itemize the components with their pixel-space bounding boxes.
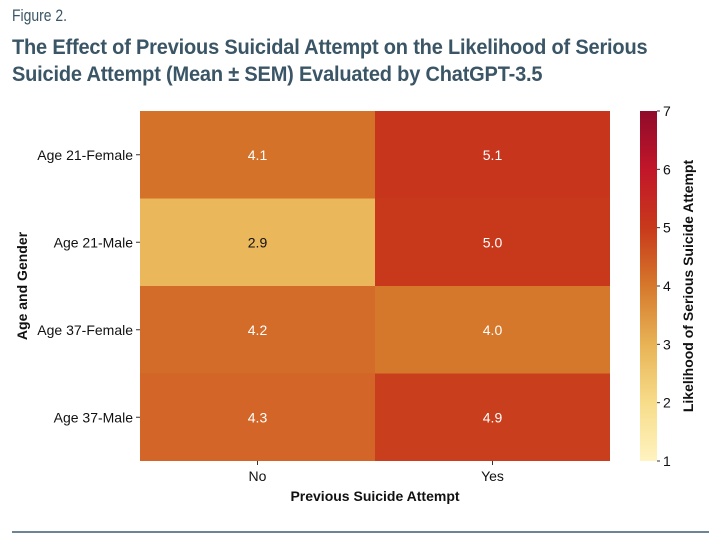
chart-title: The Effect of Previous Suicidal Attempt … xyxy=(12,34,663,88)
colorbar-tick-label: 7 xyxy=(663,103,671,119)
y-tick-label: Age 37-Male xyxy=(54,409,134,425)
heatmap-cell xyxy=(140,111,375,199)
heatmap-cell xyxy=(375,111,610,199)
x-tick-label: No xyxy=(249,468,267,484)
colorbar xyxy=(640,111,657,461)
heatmap-cell xyxy=(140,286,375,374)
chart-title-line-2: Suicide Attempt (Mean ± SEM) Evaluated b… xyxy=(12,62,543,86)
cell-value-label: 5.1 xyxy=(483,147,503,163)
figure-label: Figure 2. xyxy=(12,6,68,25)
x-tick-label: Yes xyxy=(481,468,504,484)
heatmap-cell xyxy=(375,373,610,461)
cell-value-label: 4.1 xyxy=(248,147,268,163)
colorbar-tick-label: 3 xyxy=(663,336,671,352)
cell-value-label: 4.0 xyxy=(483,322,503,338)
cell-value-label: 4.9 xyxy=(483,409,503,425)
colorbar-tick-label: 5 xyxy=(663,220,671,236)
cell-value-label: 2.9 xyxy=(248,234,268,250)
y-axis-title: Age and Gender xyxy=(14,231,30,340)
divider-rule xyxy=(12,531,709,533)
cell-value-label: 4.3 xyxy=(248,409,268,425)
heatmap-cell xyxy=(140,198,375,286)
x-axis-title: Previous Suicide Attempt xyxy=(290,488,459,504)
colorbar-tick-label: 1 xyxy=(663,453,671,469)
cell-value-label: 5.0 xyxy=(483,234,503,250)
y-tick-label: Age 21-Male xyxy=(54,234,134,250)
y-tick-label: Age 37-Female xyxy=(37,322,133,338)
colorbar-label: Likelihood of Serious Suicide Attempt xyxy=(680,160,696,413)
y-tick-label: Age 21-Female xyxy=(37,147,133,163)
colorbar-ticks: 1 2 3 4 5 6 7 xyxy=(657,103,671,469)
chart-title-line-1: The Effect of Previous Suicidal Attempt … xyxy=(12,35,648,59)
heatmap-cells: 4.1 5.1 2.9 5.0 4.2 4.0 4.3 4.9 xyxy=(140,111,610,461)
x-tick-labels: No Yes xyxy=(249,461,504,484)
heatmap-cell xyxy=(140,373,375,461)
y-tick-labels: Age 21-Female Age 21-Male Age 37-Female Age… xyxy=(37,147,140,425)
colorbar-tick-label: 6 xyxy=(663,161,671,177)
colorbar-tick-label: 2 xyxy=(663,395,671,411)
cell-value-label: 4.2 xyxy=(248,322,268,338)
heatmap-cell xyxy=(375,198,610,286)
colorbar-tick-label: 4 xyxy=(663,278,671,294)
heatmap-cell xyxy=(375,286,610,374)
